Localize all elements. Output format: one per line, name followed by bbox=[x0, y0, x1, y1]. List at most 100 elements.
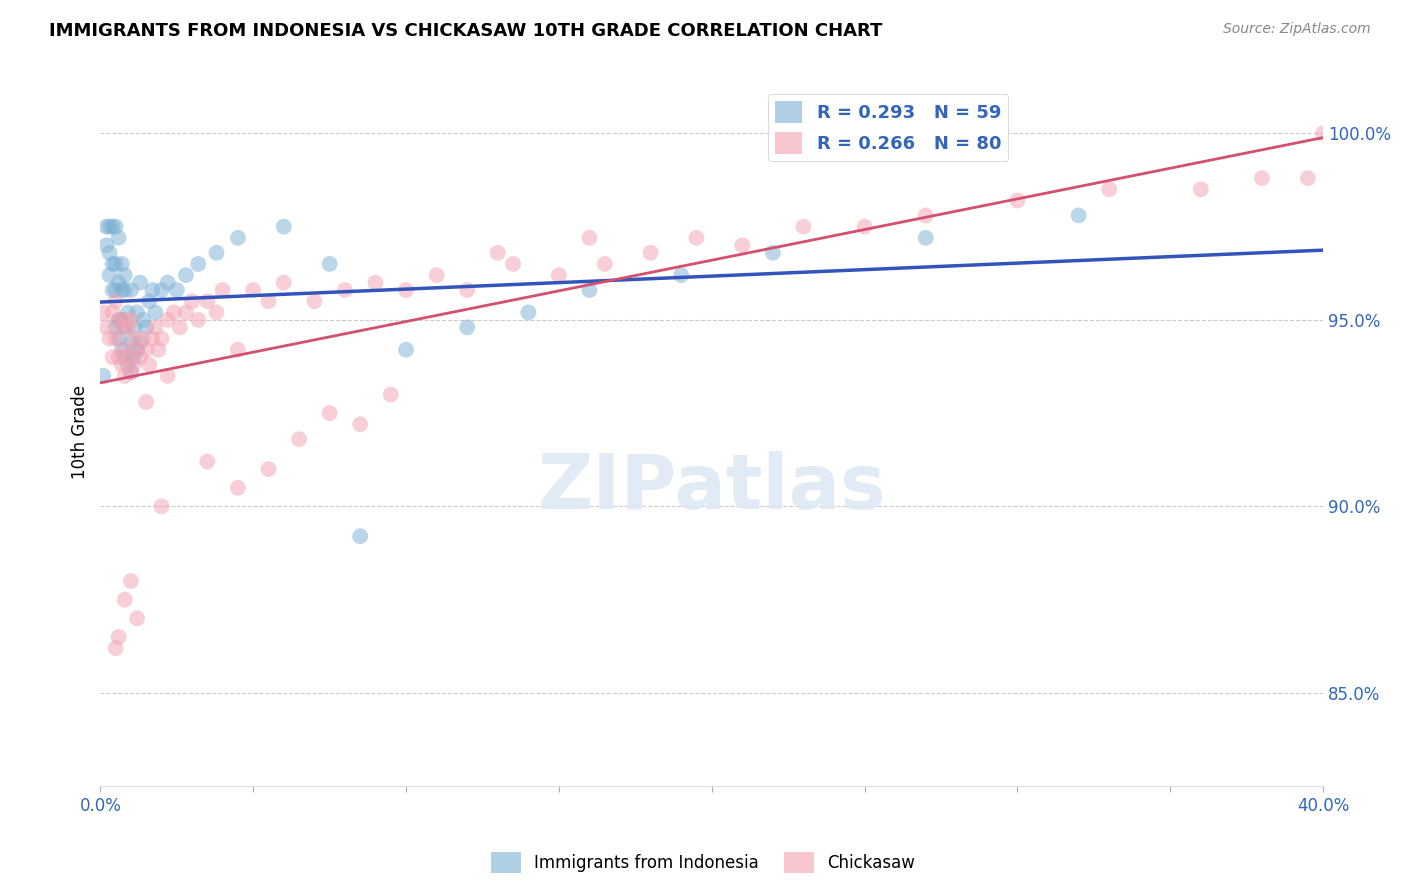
Point bbox=[226, 231, 249, 245]
Point bbox=[181, 294, 204, 309]
Point bbox=[125, 305, 148, 319]
Point bbox=[138, 294, 160, 309]
Point bbox=[111, 320, 134, 334]
Y-axis label: 10th Grade: 10th Grade bbox=[72, 384, 89, 479]
Point bbox=[364, 276, 387, 290]
Point bbox=[120, 335, 142, 350]
Point bbox=[111, 343, 134, 357]
Text: IMMIGRANTS FROM INDONESIA VS CHICKASAW 10TH GRADE CORRELATION CHART: IMMIGRANTS FROM INDONESIA VS CHICKASAW 1… bbox=[49, 22, 883, 40]
Point bbox=[163, 305, 186, 319]
Point bbox=[150, 283, 173, 297]
Point bbox=[318, 406, 340, 420]
Point bbox=[426, 268, 449, 282]
Point bbox=[380, 387, 402, 401]
Point bbox=[288, 432, 311, 446]
Point bbox=[578, 231, 600, 245]
Point bbox=[1189, 182, 1212, 196]
Point bbox=[107, 332, 129, 346]
Point bbox=[114, 313, 136, 327]
Point bbox=[93, 368, 115, 383]
Point bbox=[120, 574, 142, 588]
Point bbox=[914, 231, 936, 245]
Point bbox=[273, 219, 295, 234]
Point bbox=[114, 368, 136, 383]
Point bbox=[104, 332, 127, 346]
Point bbox=[107, 313, 129, 327]
Point bbox=[145, 320, 167, 334]
Point bbox=[98, 332, 121, 346]
Point bbox=[114, 350, 136, 364]
Point bbox=[104, 641, 127, 656]
Point bbox=[395, 283, 418, 297]
Point bbox=[96, 238, 118, 252]
Point bbox=[117, 350, 139, 364]
Point bbox=[166, 283, 188, 297]
Point bbox=[120, 313, 142, 327]
Point bbox=[135, 395, 157, 409]
Point bbox=[593, 257, 616, 271]
Point bbox=[101, 305, 124, 319]
Point bbox=[1098, 182, 1121, 196]
Point bbox=[205, 305, 228, 319]
Point bbox=[853, 219, 876, 234]
Point bbox=[141, 332, 163, 346]
Point bbox=[101, 219, 124, 234]
Point bbox=[111, 257, 134, 271]
Point bbox=[226, 343, 249, 357]
Point bbox=[98, 245, 121, 260]
Point bbox=[349, 529, 371, 543]
Point bbox=[120, 365, 142, 379]
Point bbox=[304, 294, 326, 309]
Point bbox=[135, 320, 157, 334]
Point bbox=[640, 245, 662, 260]
Point bbox=[132, 332, 155, 346]
Point bbox=[502, 257, 524, 271]
Point bbox=[456, 283, 478, 297]
Point bbox=[122, 320, 145, 334]
Point bbox=[156, 313, 179, 327]
Point bbox=[257, 294, 280, 309]
Point bbox=[333, 283, 356, 297]
Point bbox=[1296, 171, 1319, 186]
Point bbox=[914, 209, 936, 223]
Point bbox=[98, 268, 121, 282]
Point bbox=[226, 481, 249, 495]
Point bbox=[548, 268, 571, 282]
Point bbox=[517, 305, 540, 319]
Text: ZIPatlas: ZIPatlas bbox=[537, 451, 886, 525]
Point bbox=[669, 268, 692, 282]
Legend: R = 0.293   N = 59, R = 0.266   N = 80: R = 0.293 N = 59, R = 0.266 N = 80 bbox=[768, 94, 1008, 161]
Point bbox=[762, 245, 785, 260]
Point bbox=[114, 283, 136, 297]
Point bbox=[117, 305, 139, 319]
Point bbox=[456, 320, 478, 334]
Point bbox=[107, 231, 129, 245]
Point bbox=[135, 343, 157, 357]
Point bbox=[101, 350, 124, 364]
Point bbox=[169, 320, 191, 334]
Point bbox=[104, 320, 127, 334]
Point bbox=[1007, 194, 1029, 208]
Point bbox=[150, 332, 173, 346]
Point bbox=[117, 320, 139, 334]
Point bbox=[125, 343, 148, 357]
Point bbox=[114, 343, 136, 357]
Point bbox=[273, 276, 295, 290]
Point bbox=[242, 283, 264, 297]
Point bbox=[101, 283, 124, 297]
Point bbox=[125, 611, 148, 625]
Point bbox=[205, 245, 228, 260]
Point bbox=[125, 343, 148, 357]
Point bbox=[104, 219, 127, 234]
Point bbox=[122, 332, 145, 346]
Point bbox=[104, 283, 127, 297]
Point bbox=[349, 417, 371, 432]
Legend: Immigrants from Indonesia, Chickasaw: Immigrants from Indonesia, Chickasaw bbox=[484, 846, 922, 880]
Point bbox=[104, 257, 127, 271]
Point bbox=[578, 283, 600, 297]
Point bbox=[96, 320, 118, 334]
Point bbox=[111, 358, 134, 372]
Point bbox=[132, 313, 155, 327]
Point bbox=[104, 294, 127, 309]
Text: Source: ZipAtlas.com: Source: ZipAtlas.com bbox=[1223, 22, 1371, 37]
